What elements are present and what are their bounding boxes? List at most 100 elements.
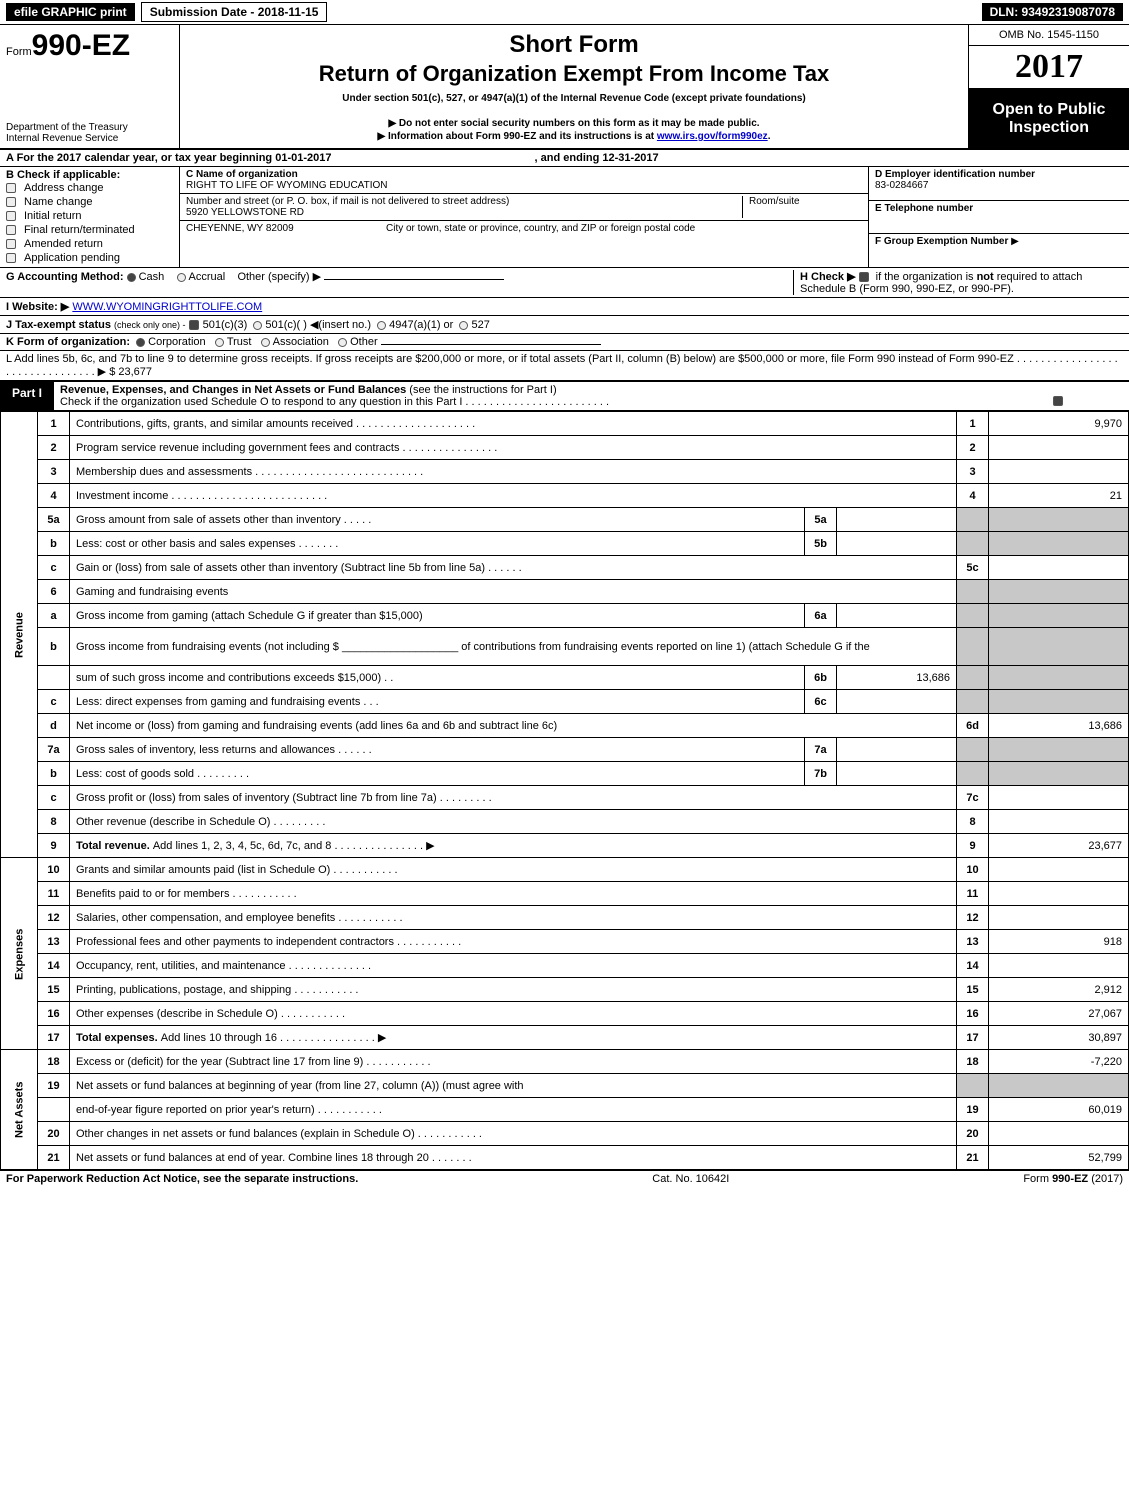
right-line-value: 9,970 [989,412,1129,436]
k-o2: Trust [227,336,252,348]
right-line-value [989,580,1129,604]
right-line-value [989,738,1129,762]
table-row: Net Assets18Excess or (deficit) for the … [1,1050,1129,1074]
right-line-number [957,690,989,714]
table-row: sum of such gross income and contributio… [1,666,1129,690]
sub-line-value [837,738,957,762]
line-number: 3 [38,460,70,484]
table-row: 11Benefits paid to or for members . . . … [1,882,1129,906]
table-row: cLess: direct expenses from gaming and f… [1,690,1129,714]
section-b-checkbox[interactable] [6,253,16,263]
right-line-number [957,532,989,556]
line-number: 5a [38,508,70,532]
table-row: 16Other expenses (describe in Schedule O… [1,1002,1129,1026]
k-trust-radio[interactable] [215,338,224,347]
line-number: 19 [38,1074,70,1098]
g-accrual: Accrual [189,271,226,283]
section-b-checkbox[interactable] [6,211,16,221]
right-line-number: 15 [957,978,989,1002]
info-line: ▶ Information about Form 990-EZ and its … [190,131,958,142]
right-line-number: 5c [957,556,989,580]
right-line-number [957,604,989,628]
line-number: b [38,532,70,556]
right-line-number: 1 [957,412,989,436]
section-b-checkbox[interactable] [6,197,16,207]
sub-line-value: 13,686 [837,666,957,690]
part-1-title-small: (see the instructions for Part I) [409,384,556,396]
section-b-item-label: Initial return [24,210,81,222]
submission-date: Submission Date - 2018-11-15 [141,2,328,22]
line-description: Benefits paid to or for members . . . . … [70,882,957,906]
part-1-schedule-o-check[interactable] [1053,396,1063,406]
street-label: Number and street (or P. O. box, if mail… [186,196,742,207]
table-row: aGross income from gaming (attach Schedu… [1,604,1129,628]
k-assoc-radio[interactable] [261,338,270,347]
table-row: 12Salaries, other compensation, and empl… [1,906,1129,930]
open-to-public-badge: Open to Public Inspection [969,89,1129,148]
line-description: Other changes in net assets or fund bala… [70,1122,957,1146]
right-line-value: 30,897 [989,1026,1129,1050]
d-ein-value: 83-0284667 [875,180,928,191]
section-b-item: Final return/terminated [6,223,173,237]
line-number: c [38,786,70,810]
line-number: 20 [38,1122,70,1146]
right-line-number [957,762,989,786]
table-row: 21Net assets or fund balances at end of … [1,1146,1129,1170]
footer-right-prefix: Form [1023,1173,1052,1185]
line-number: 12 [38,906,70,930]
line-description: Investment income . . . . . . . . . . . … [70,484,957,508]
right-line-number: 17 [957,1026,989,1050]
j-527-radio[interactable] [459,321,468,330]
right-line-value [989,906,1129,930]
g-accrual-radio[interactable] [177,273,186,282]
section-b-item: Address change [6,181,173,195]
section-a-prefix: A For the 2017 calendar year, or tax yea… [6,152,275,164]
line-number: 21 [38,1146,70,1170]
table-row: bGross income from fundraising events (n… [1,628,1129,666]
form-prefix: Form [6,46,32,58]
part-1-title: Revenue, Expenses, and Changes in Net As… [60,384,409,396]
table-row: bLess: cost or other basis and sales exp… [1,532,1129,556]
info-link[interactable]: www.irs.gov/form990ez [657,131,768,142]
j-501c-radio[interactable] [253,321,262,330]
right-line-number: 12 [957,906,989,930]
k-label: K Form of organization: [6,336,130,348]
line-number: 2 [38,436,70,460]
k-other-radio[interactable] [338,338,347,347]
j-o3: 4947(a)(1) or [389,319,453,331]
line-number: 11 [38,882,70,906]
h-text1: if the organization is [876,271,977,283]
section-b-checkbox[interactable] [6,225,16,235]
line-description: Less: cost of goods sold . . . . . . . .… [70,762,805,786]
k-corp-radio[interactable] [136,338,145,347]
sub-line-value [837,508,957,532]
omb-number: OMB No. 1545-1150 [969,25,1129,46]
website-link[interactable]: WWW.WYOMINGRIGHTTOLIFE.COM [72,301,262,313]
right-line-number: 3 [957,460,989,484]
section-b-checkbox[interactable] [6,239,16,249]
right-line-number: 10 [957,858,989,882]
g-label: G Accounting Method: [6,271,124,283]
footer-right-suffix: (2017) [1088,1173,1123,1185]
tax-year: 2017 [969,46,1129,89]
g-cash-radio[interactable] [127,273,136,282]
right-line-value [989,1074,1129,1098]
info-suffix: . [768,131,771,142]
sub-line-value [837,532,957,556]
table-row: 3Membership dues and assessments . . . .… [1,460,1129,484]
j-4947-radio[interactable] [377,321,386,330]
street-value: 5920 YELLOWSTONE RD [186,207,742,218]
line-number [38,1098,70,1122]
right-line-number: 8 [957,810,989,834]
section-b-item-label: Name change [24,196,93,208]
section-b-checkbox[interactable] [6,183,16,193]
section-def: D Employer identification number 83-0284… [869,167,1129,267]
j-o4: 527 [471,319,489,331]
k-o1: Corporation [148,336,205,348]
table-row: 13Professional fees and other payments t… [1,930,1129,954]
right-line-value [989,666,1129,690]
j-501c3-check[interactable] [189,320,199,330]
right-line-value [989,762,1129,786]
h-checkbox[interactable] [859,272,869,282]
room-suite-label: Room/suite [749,196,862,207]
